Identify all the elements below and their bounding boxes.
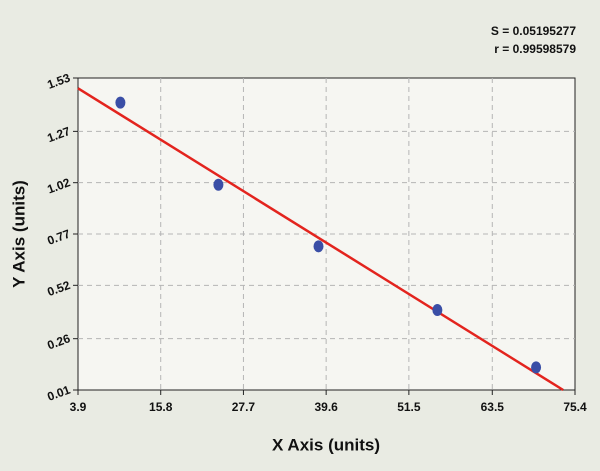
data-point	[115, 96, 126, 109]
data-point	[432, 303, 443, 316]
x-tick-label: 75.4	[563, 400, 587, 414]
x-tick-label: 27.7	[232, 400, 256, 414]
y-axis-label: Y Axis (units)	[9, 180, 28, 288]
x-tick-label: 3.9	[70, 400, 87, 414]
annotation: S = 0.05195277	[491, 24, 576, 38]
x-tick-label: 63.5	[481, 400, 505, 414]
x-tick-label: 15.8	[149, 400, 173, 414]
fit-line	[77, 87, 564, 392]
x-axis-label: X Axis (units)	[272, 435, 380, 454]
data-point	[531, 361, 542, 374]
x-tick-label: 51.5	[397, 400, 421, 414]
x-tick-label: 39.6	[314, 400, 338, 414]
data-point	[213, 178, 224, 191]
data-point	[313, 240, 324, 253]
annotation: r = 0.99598579	[494, 42, 576, 56]
